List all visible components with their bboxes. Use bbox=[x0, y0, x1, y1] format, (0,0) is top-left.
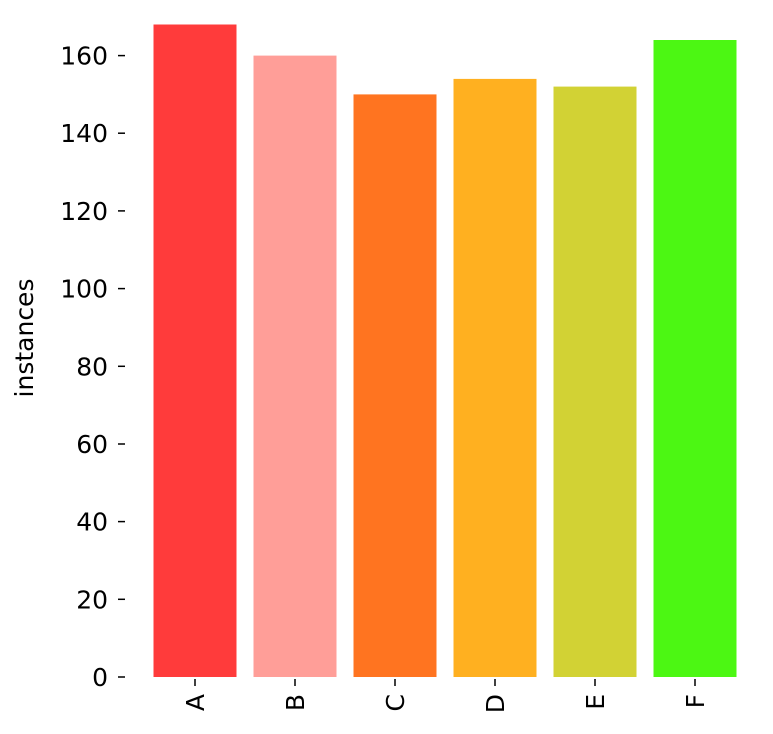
y-tick-label: 40 bbox=[76, 508, 108, 537]
y-tick-label: 140 bbox=[60, 119, 108, 148]
bar-c bbox=[353, 94, 437, 677]
y-tick-label: 20 bbox=[76, 585, 108, 614]
y-axis: 0 20 40 60 80 100 120 140 160 bbox=[60, 42, 125, 692]
x-tick-label-e: E bbox=[581, 694, 610, 710]
y-tick-label: 120 bbox=[60, 197, 108, 226]
bar-d bbox=[453, 78, 537, 677]
y-tick-label: 160 bbox=[60, 42, 108, 71]
bar-b bbox=[253, 55, 337, 678]
bar-e bbox=[553, 86, 637, 678]
bar-a bbox=[153, 24, 237, 677]
x-tick-label-b: B bbox=[281, 694, 310, 711]
bars-group bbox=[153, 24, 737, 678]
x-tick-label-f: F bbox=[681, 694, 710, 708]
x-tick-label-a: A bbox=[181, 694, 210, 711]
bar-f bbox=[653, 40, 737, 677]
y-tick-label: 80 bbox=[76, 352, 108, 381]
y-tick-label: 100 bbox=[60, 275, 108, 304]
x-tick-label-d: D bbox=[481, 694, 510, 713]
x-axis: A B C D E F bbox=[181, 679, 710, 713]
y-axis-label: instances bbox=[10, 279, 39, 398]
x-tick-label-c: C bbox=[381, 694, 410, 711]
y-tick-label: 60 bbox=[76, 430, 108, 459]
y-tick-label: 0 bbox=[92, 663, 108, 692]
